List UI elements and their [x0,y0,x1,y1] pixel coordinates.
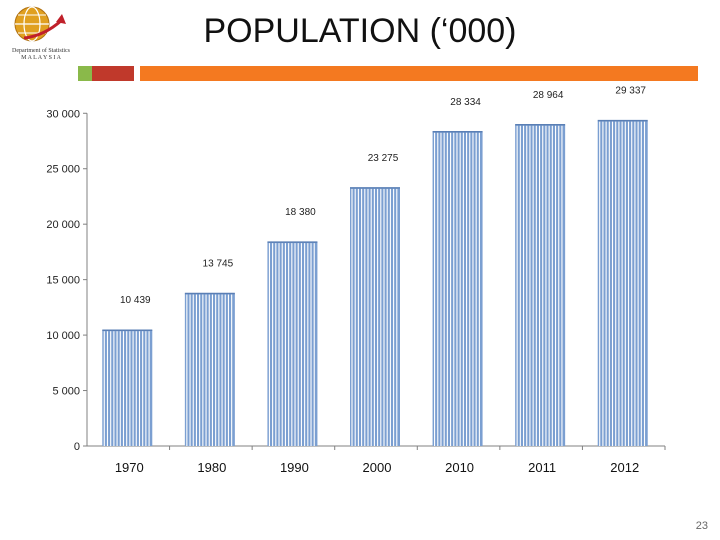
data-label: 29 337 [615,86,646,97]
data-label: 13 745 [203,259,234,270]
deco-green-block [78,66,92,81]
data-label: 23 275 [368,153,399,164]
data-label: 18 380 [285,207,316,218]
y-tick-label: 20 000 [46,219,80,231]
x-tick-label: 2010 [445,460,474,475]
x-tick-label: 1970 [115,460,144,475]
globe-logo-icon [14,6,66,42]
x-tick-label: 2000 [363,460,392,475]
logo-text: Department of Statistics M A L A Y S I A [4,48,78,62]
x-tick-label: 2011 [528,460,556,475]
logo-country: M A L A Y S I A [21,55,61,61]
y-tick-label: 15 000 [46,275,80,287]
bar [432,131,483,446]
y-tick-label: 10 000 [46,330,80,342]
department-logo: Department of Statistics M A L A Y S I A [4,2,70,66]
x-tick-label: 2012 [610,460,639,475]
bar [597,120,648,446]
x-tick-label: 1990 [280,460,309,475]
data-label: 28 334 [450,97,481,108]
data-label: 28 964 [533,90,564,101]
bar [267,242,318,446]
bar [515,124,566,446]
bar [350,187,400,447]
y-tick-label: 5 000 [52,386,80,398]
page-number: 23 [695,520,708,532]
y-tick-label: 0 [74,441,80,453]
bar [102,330,153,446]
y-tick-label: 25 000 [46,164,80,176]
logo-name: Department of Statistics [12,48,70,54]
data-label: 10 439 [120,295,151,306]
page-title: POPULATION (‘000) [203,12,517,50]
x-tick-label: 1980 [197,460,226,475]
bar [184,293,235,446]
deco-orange-bar [140,66,698,81]
deco-red-block [92,66,134,81]
y-tick-label: 30 000 [46,108,80,120]
